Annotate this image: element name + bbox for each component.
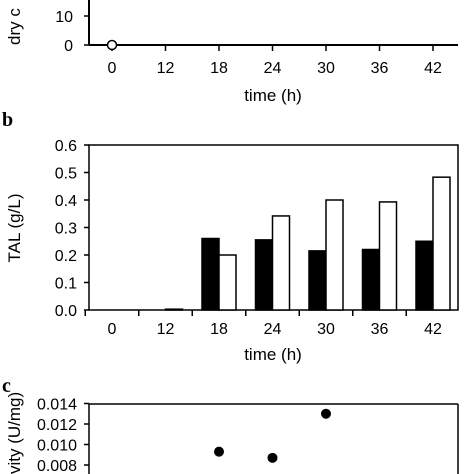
panel-c-y-axis-label: vity (U/mg) [5, 392, 24, 474]
panel-b-bar-series-2 [325, 199, 344, 311]
panel-a-x-tick-label: 12 [157, 60, 175, 77]
panel-b-bar-series-1 [254, 239, 274, 311]
panel-c-data-point [321, 408, 331, 419]
panel-b-bar-series-1 [415, 240, 434, 311]
panel-b-x-tick-label: 18 [210, 321, 228, 338]
panel-b-bar-series-2 [271, 215, 291, 311]
panel-a-y-tick-label: 10 [55, 9, 73, 26]
panel-b-x-tick-label: 36 [371, 321, 389, 338]
panel-b-x-tick-label: 24 [264, 321, 282, 338]
panel-c-y-tick-label: 0.010 [37, 438, 77, 455]
panel-a: 0 10 0 12 18 24 30 36 42 dry c time (h) [5, 0, 458, 105]
panel-b-bar-series-2 [164, 308, 184, 311]
panel-a-x-tick-label: 24 [264, 60, 282, 77]
panel-a-data-point [106, 39, 118, 51]
panel-c-y-tick-label: 0.008 [37, 458, 77, 474]
panel-b-x-axis-label: time (h) [244, 345, 302, 364]
panel-a-x-tick-label: 42 [424, 60, 442, 77]
panel-c-data-point [267, 452, 278, 463]
panel-b-x-tick-label: 30 [317, 321, 335, 338]
panel-b-bar-series-2 [218, 254, 237, 311]
panel-c-letter: c [2, 375, 11, 397]
panel-b-x-tick-label: 42 [424, 321, 442, 338]
panel-b-y-tick-label: 0.4 [55, 193, 77, 210]
panel-a-x-tick-label: 36 [371, 60, 389, 77]
panel-c-y-tick-label: 0.012 [37, 417, 77, 434]
panel-b-bar-series-2 [432, 176, 451, 311]
panel-b-bar-series-2 [378, 201, 398, 311]
panel-b-y-tick-label: 0.1 [55, 276, 77, 293]
panel-b-bar-series-1 [201, 237, 220, 311]
panel-a-x-tick-label: 30 [317, 60, 335, 77]
panel-b-y-tick-label: 0.3 [55, 221, 77, 238]
panel-c-data-point [214, 446, 224, 457]
panel-b-x-tick-label: 0 [108, 321, 117, 338]
panel-b-x-tick-label: 12 [157, 321, 175, 338]
panel-a-y-tick-label: 0 [64, 38, 73, 55]
panel-b-y-tick-label: 0.5 [55, 166, 77, 183]
panel-a-x-tick-label: 18 [210, 60, 228, 77]
panel-b-y-axis-label: TAL (g/L) [5, 194, 24, 263]
panel-b-bar-series-1 [361, 248, 381, 311]
panel-a-x-tick-label: 0 [108, 60, 117, 77]
panel-a-y-axis-label: dry c [5, 8, 24, 45]
panel-b-letter: b [2, 109, 13, 131]
panel-b-y-tick-label: 0.2 [55, 248, 77, 265]
panel-b-bar-series-1 [308, 250, 327, 311]
panel-b: 0.0 0.1 0.2 0.3 0.4 0.5 0.6 0 12 18 24 30 36 42 TAL … [5, 138, 459, 364]
panel-c: 0.008 0.010 0.012 0.014 vity (U/mg) [5, 392, 459, 474]
panel-b-y-tick-label: 0.0 [55, 303, 77, 320]
panel-b-y-tick-label: 0.6 [55, 138, 77, 155]
panel-a-x-axis-label: time (h) [244, 86, 302, 105]
panel-c-y-tick-label: 0.014 [37, 397, 77, 414]
